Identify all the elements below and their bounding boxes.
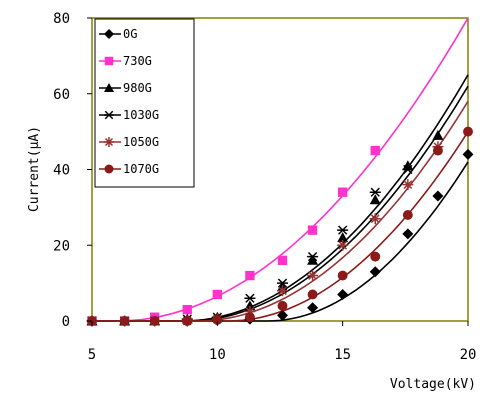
x-tick-label: 5 (88, 347, 96, 363)
x-axis-title: Voltage(kV) (390, 377, 476, 392)
legend-label: 730G (123, 54, 152, 68)
data-point (337, 232, 349, 243)
legend-entry-1030g: 1030G (99, 108, 159, 122)
x-tick-label: 10 (209, 347, 226, 363)
data-point (119, 316, 130, 326)
legend-entry-1050g: 1050G (99, 135, 159, 149)
data-point (104, 110, 114, 120)
data-point (402, 228, 414, 240)
data-point (104, 29, 114, 39)
legend: 0G 730G 980G 1030G 1050G 1070G (94, 18, 195, 188)
legend-entry-0g: 0G (99, 27, 137, 41)
data-point (337, 187, 348, 197)
data-point (104, 137, 114, 147)
data-point (463, 126, 473, 137)
data-point (402, 210, 413, 220)
y-tick-label: 60 (53, 87, 70, 103)
data-point (432, 190, 444, 202)
data-point (337, 288, 349, 300)
data-point (244, 312, 255, 323)
legend-label: 1070G (123, 162, 159, 176)
data-point (277, 300, 288, 311)
data-point (369, 187, 381, 197)
data-point (212, 314, 223, 325)
y-tick-label: 80 (53, 11, 70, 27)
data-point (182, 304, 192, 315)
data-point (307, 289, 318, 300)
data-point (104, 56, 114, 66)
data-point (337, 239, 349, 251)
data-point (369, 213, 381, 225)
data-point (369, 194, 381, 205)
data-point (307, 254, 319, 265)
legend-box (94, 18, 195, 188)
legend-label: 1030G (123, 108, 159, 122)
series-1070g (87, 126, 473, 326)
data-point (432, 129, 444, 140)
x-tick-label: 15 (334, 347, 351, 363)
y-tick-label: 40 (53, 163, 70, 179)
y-tick-label: 20 (53, 238, 70, 254)
data-point (212, 289, 223, 300)
data-point (182, 316, 193, 326)
legend-entry-730g: 730G (99, 54, 152, 68)
data-point (277, 309, 289, 321)
legend-entry-980g: 980G (99, 81, 152, 95)
legend-label: 980G (123, 81, 152, 95)
data-point (244, 293, 256, 303)
data-markers (86, 126, 474, 327)
data-point (307, 225, 318, 235)
data-point (277, 285, 289, 297)
data-point (337, 270, 348, 281)
data-point (370, 251, 381, 262)
data-point (370, 145, 380, 156)
data-point (149, 316, 160, 326)
data-point (104, 164, 114, 174)
data-point (307, 270, 319, 282)
data-point (462, 148, 474, 160)
data-point (277, 278, 289, 288)
data-point (245, 270, 255, 281)
data-point (104, 83, 114, 92)
legend-entry-1070g: 1070G (99, 162, 159, 176)
data-point (277, 255, 288, 266)
y-tick-label: 0 (62, 314, 70, 330)
data-point (402, 164, 414, 175)
data-point (432, 145, 443, 156)
axes: 5 10 15 20 0 20 40 60 80 (53, 11, 476, 363)
y-axis-title: Current(μA) (27, 126, 42, 212)
data-point (369, 266, 381, 278)
data-point (337, 225, 349, 235)
data-point (402, 179, 414, 191)
data-point (307, 302, 319, 314)
legend-label: 0G (123, 27, 137, 41)
legend-label: 1050G (123, 135, 159, 149)
data-point (307, 251, 319, 262)
data-point (244, 306, 256, 318)
x-tick-label: 20 (460, 347, 477, 363)
